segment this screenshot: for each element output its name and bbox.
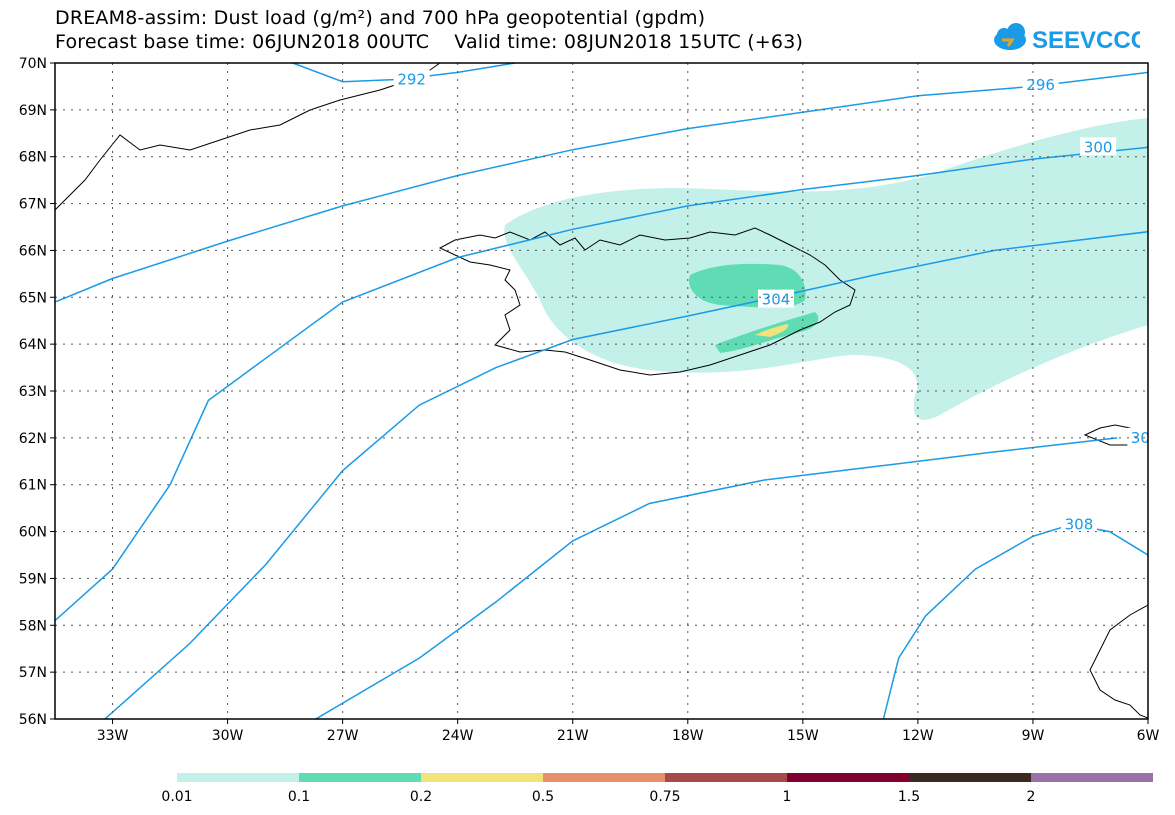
lon-tick-label: 33W	[97, 728, 129, 744]
colorbar-tick-label: 0.5	[532, 789, 554, 805]
contour-label: 300	[1084, 138, 1113, 156]
contour-line	[315, 437, 1118, 719]
colorbar-swatch	[665, 773, 787, 782]
lat-tick-label: 61N	[19, 478, 47, 494]
cloud-logo-icon	[994, 23, 1026, 50]
dust-area-yellow	[755, 324, 789, 337]
lon-tick-label: 12W	[902, 728, 934, 744]
colorbar-tick-label: 0.2	[410, 789, 432, 805]
lat-tick-label: 70N	[19, 56, 47, 72]
lat-tick-label: 62N	[19, 431, 47, 447]
chart-title-line2: Forecast base time: 06JUN2018 00UTC Vali…	[55, 31, 804, 53]
iceland-coast	[438, 227, 856, 376]
colorbar-swatch	[299, 773, 421, 782]
lon-tick-label: 6W	[1137, 728, 1160, 744]
contour-label-bg	[757, 289, 794, 308]
colorbar-swatch	[909, 773, 1031, 782]
lat-tick-label: 59N	[19, 571, 47, 587]
lon-tick-label: 24W	[442, 728, 474, 744]
contour-label-bg	[1080, 137, 1117, 156]
lat-tick-label: 57N	[19, 665, 47, 681]
colorbar-swatch	[787, 773, 909, 782]
contour-line	[882, 523, 1148, 719]
contour-label: 292	[397, 70, 426, 88]
contour-line	[55, 71, 1148, 303]
colorbar-tick-label: 0.01	[161, 789, 192, 805]
colorbar-swatch	[177, 773, 299, 782]
logo-text: SEEVCCC	[1032, 27, 1140, 54]
lon-tick-label: 9W	[1022, 728, 1045, 744]
colorbar-swatch	[1031, 773, 1153, 782]
lat-tick-label: 64N	[19, 337, 47, 353]
lat-tick-label: 69N	[19, 103, 47, 119]
lat-tick-label: 66N	[19, 243, 47, 259]
lat-tick-label: 58N	[19, 618, 47, 634]
lon-tick-label: 27W	[327, 728, 359, 744]
contour-label: 296	[1026, 76, 1055, 94]
lat-tick-label: 63N	[19, 384, 47, 400]
contour-label-bg	[1022, 75, 1059, 94]
colorbar-swatch	[421, 773, 543, 782]
contour-label: 304	[762, 291, 791, 309]
lon-tick-label: 18W	[672, 728, 704, 744]
lon-tick-label: 21W	[557, 728, 589, 744]
greenland-coast	[55, 63, 441, 211]
lon-tick-label: 30W	[212, 728, 244, 744]
seevccc-logo: SEEVCCC	[994, 23, 1140, 54]
axis-ticks: 33W 30W 27W 24W 21W 18W 15W 12W 9W 6W 70N 69N 68N 67N…	[19, 56, 1160, 744]
contour-label: 308	[1065, 516, 1094, 534]
lat-tick-label: 60N	[19, 525, 47, 541]
lon-tick-label: 15W	[787, 728, 819, 744]
colorbar: 0.01 0.1 0.2 0.5 0.75 1 1.5 2	[161, 773, 1153, 805]
contour-label: 30	[1131, 429, 1150, 447]
colorbar-tick-label: 1	[783, 789, 792, 805]
colorbar-tick-label: 2	[1027, 789, 1036, 805]
lat-tick-label: 67N	[19, 197, 47, 213]
contour-label-bg	[1127, 427, 1148, 446]
lat-tick-label: 68N	[19, 150, 47, 166]
geopotential-contours: 292 296 300 304 30 308	[55, 63, 1150, 719]
contour-label-bg	[1060, 514, 1097, 533]
dust-fill-layer	[504, 118, 1148, 420]
colorbar-tick-label: 0.1	[288, 789, 310, 805]
chart-title-line1: DREAM8-assim: Dust load (g/m²) and 700 h…	[55, 7, 706, 29]
contour-line	[104, 230, 1148, 719]
colorbar-tick-label: 1.5	[898, 789, 920, 805]
lat-tick-label: 56N	[19, 712, 47, 728]
graticule	[55, 63, 1148, 719]
map-plot-area: 292 296 300 304 30 308	[55, 63, 1150, 719]
colorbar-swatch	[543, 773, 665, 782]
colorbar-tick-label: 0.75	[649, 789, 680, 805]
contour-label-bg	[393, 69, 430, 88]
lat-tick-label: 65N	[19, 290, 47, 306]
dust-area-light	[504, 118, 1148, 420]
scotland-coast	[1089, 604, 1148, 719]
